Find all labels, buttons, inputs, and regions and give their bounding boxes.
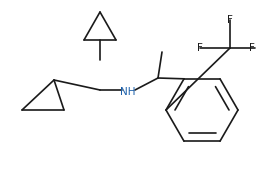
Text: NH: NH [120, 87, 136, 97]
Text: F: F [227, 15, 233, 25]
Text: F: F [197, 43, 203, 53]
Text: F: F [249, 43, 255, 53]
